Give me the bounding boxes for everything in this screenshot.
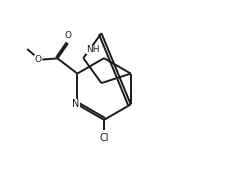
- Text: Cl: Cl: [99, 133, 109, 143]
- Text: O: O: [65, 31, 71, 40]
- Text: O: O: [34, 55, 41, 64]
- Text: NH: NH: [86, 45, 100, 54]
- Text: N: N: [73, 100, 80, 109]
